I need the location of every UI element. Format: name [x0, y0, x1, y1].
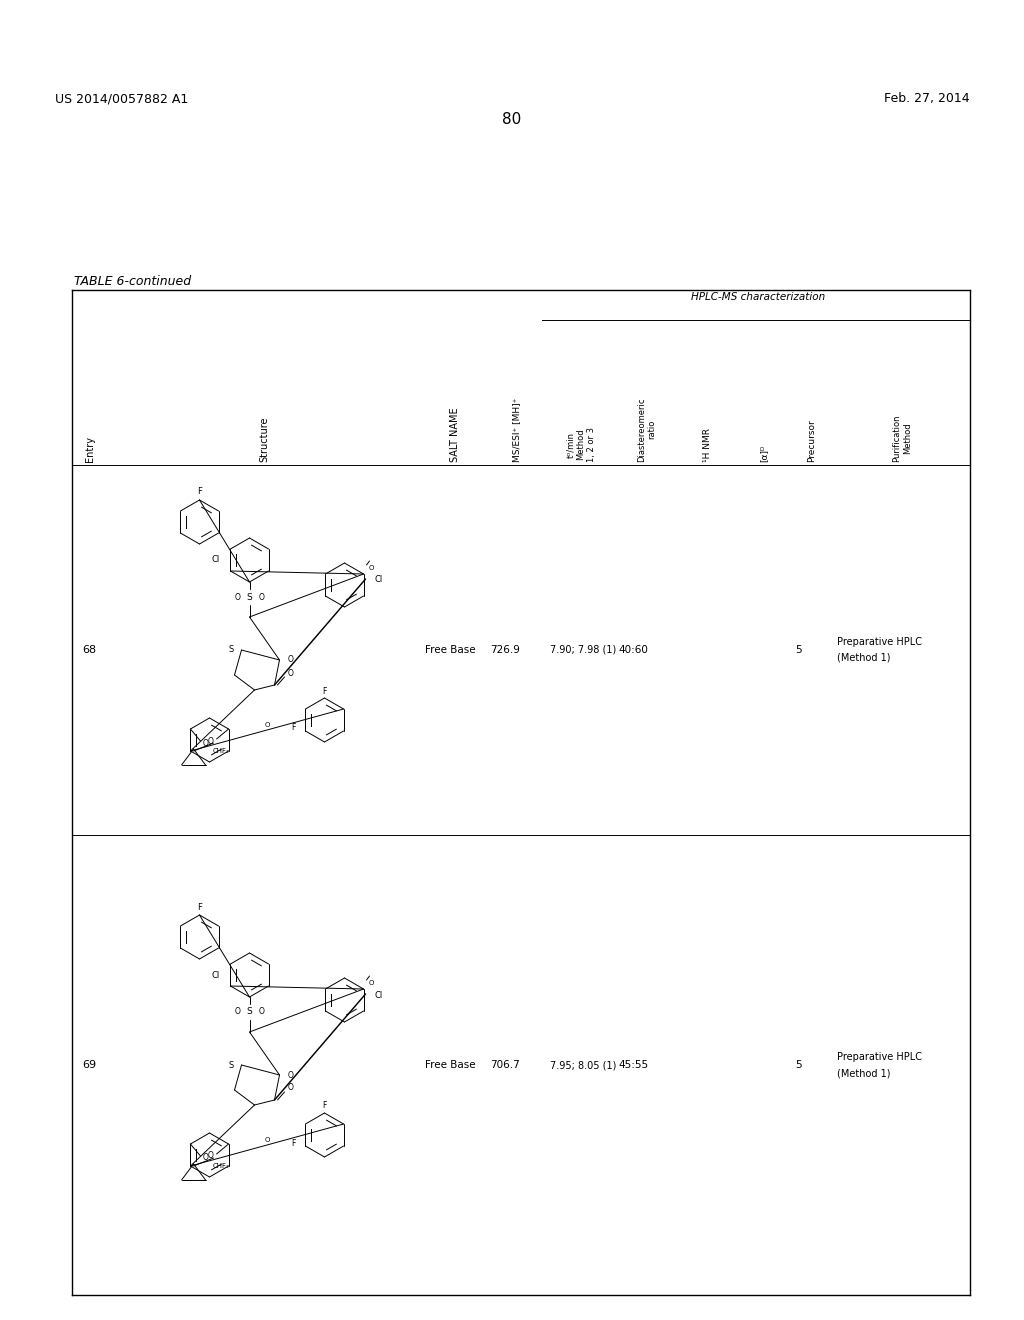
Text: 40:60: 40:60	[618, 645, 648, 655]
Text: Cl: Cl	[211, 970, 219, 979]
Text: 7.95; 8.05 (1): 7.95; 8.05 (1)	[550, 1060, 616, 1071]
Text: 69: 69	[83, 1060, 96, 1071]
Text: Feb. 27, 2014: Feb. 27, 2014	[885, 92, 970, 106]
Text: F: F	[197, 487, 202, 496]
Text: F: F	[291, 1138, 296, 1147]
Text: tᴰ/min
Method
1, 2 or 3: tᴰ/min Method 1, 2 or 3	[566, 426, 596, 462]
Text: 5: 5	[795, 1060, 802, 1071]
Text: F: F	[197, 903, 202, 912]
Text: S: S	[228, 1060, 233, 1069]
Text: Cl: Cl	[211, 556, 219, 565]
Text: Precursor: Precursor	[808, 420, 816, 462]
Text: Diastereomeric
ratio: Diastereomeric ratio	[637, 397, 656, 462]
Text: F: F	[323, 1101, 327, 1110]
Text: [α]ᴰ: [α]ᴰ	[759, 445, 768, 462]
Text: (Method 1): (Method 1)	[837, 1068, 891, 1078]
Text: O: O	[288, 668, 294, 677]
Text: O: O	[288, 1084, 294, 1093]
Text: Free Base: Free Base	[425, 645, 475, 655]
Text: O: O	[259, 1007, 264, 1016]
Text: S: S	[247, 593, 252, 602]
Text: Free Base: Free Base	[425, 1060, 475, 1071]
Text: MS/ESI⁺ [MH]⁺: MS/ESI⁺ [MH]⁺	[512, 397, 521, 462]
Text: O: O	[203, 1154, 208, 1163]
Text: Cl: Cl	[375, 990, 383, 999]
Text: HPLC-MS characterization: HPLC-MS characterization	[691, 292, 825, 302]
Text: ¹H NMR: ¹H NMR	[703, 428, 713, 462]
Text: O: O	[264, 722, 269, 729]
Text: O: O	[234, 593, 241, 602]
Text: O: O	[288, 656, 293, 664]
Text: Entry: Entry	[85, 436, 94, 462]
Text: F: F	[323, 686, 327, 696]
Text: 706.7: 706.7	[490, 1060, 520, 1071]
Text: O: O	[369, 979, 374, 986]
Text: CHF₂: CHF₂	[212, 1163, 229, 1170]
Text: Preparative HPLC: Preparative HPLC	[837, 638, 922, 647]
Text: 80: 80	[503, 112, 521, 127]
Text: 7.90; 7.98 (1): 7.90; 7.98 (1)	[550, 645, 616, 655]
Text: O: O	[208, 1151, 214, 1160]
Text: O: O	[369, 565, 374, 572]
Text: O: O	[203, 738, 208, 747]
Text: Purification
Method: Purification Method	[892, 414, 911, 462]
Text: 68: 68	[83, 645, 96, 655]
Text: TABLE 6-continued: TABLE 6-continued	[74, 275, 191, 288]
Text: 5: 5	[795, 645, 802, 655]
Text: Preparative HPLC: Preparative HPLC	[837, 1052, 922, 1063]
Text: F: F	[291, 723, 296, 733]
Text: Structure: Structure	[259, 417, 269, 462]
Text: S: S	[247, 1007, 252, 1016]
Text: Cl: Cl	[375, 576, 383, 585]
Text: O: O	[208, 737, 214, 746]
Text: CHF₂: CHF₂	[212, 748, 229, 754]
Text: 726.9: 726.9	[490, 645, 520, 655]
Text: 45:55: 45:55	[618, 1060, 648, 1071]
Text: SALT NAME: SALT NAME	[450, 408, 460, 462]
Text: O: O	[234, 1007, 241, 1016]
Text: S: S	[228, 645, 233, 655]
Text: O: O	[259, 593, 264, 602]
Text: US 2014/0057882 A1: US 2014/0057882 A1	[55, 92, 188, 106]
Text: (Method 1): (Method 1)	[837, 653, 891, 663]
Text: O: O	[288, 1071, 293, 1080]
Text: O: O	[264, 1137, 269, 1143]
